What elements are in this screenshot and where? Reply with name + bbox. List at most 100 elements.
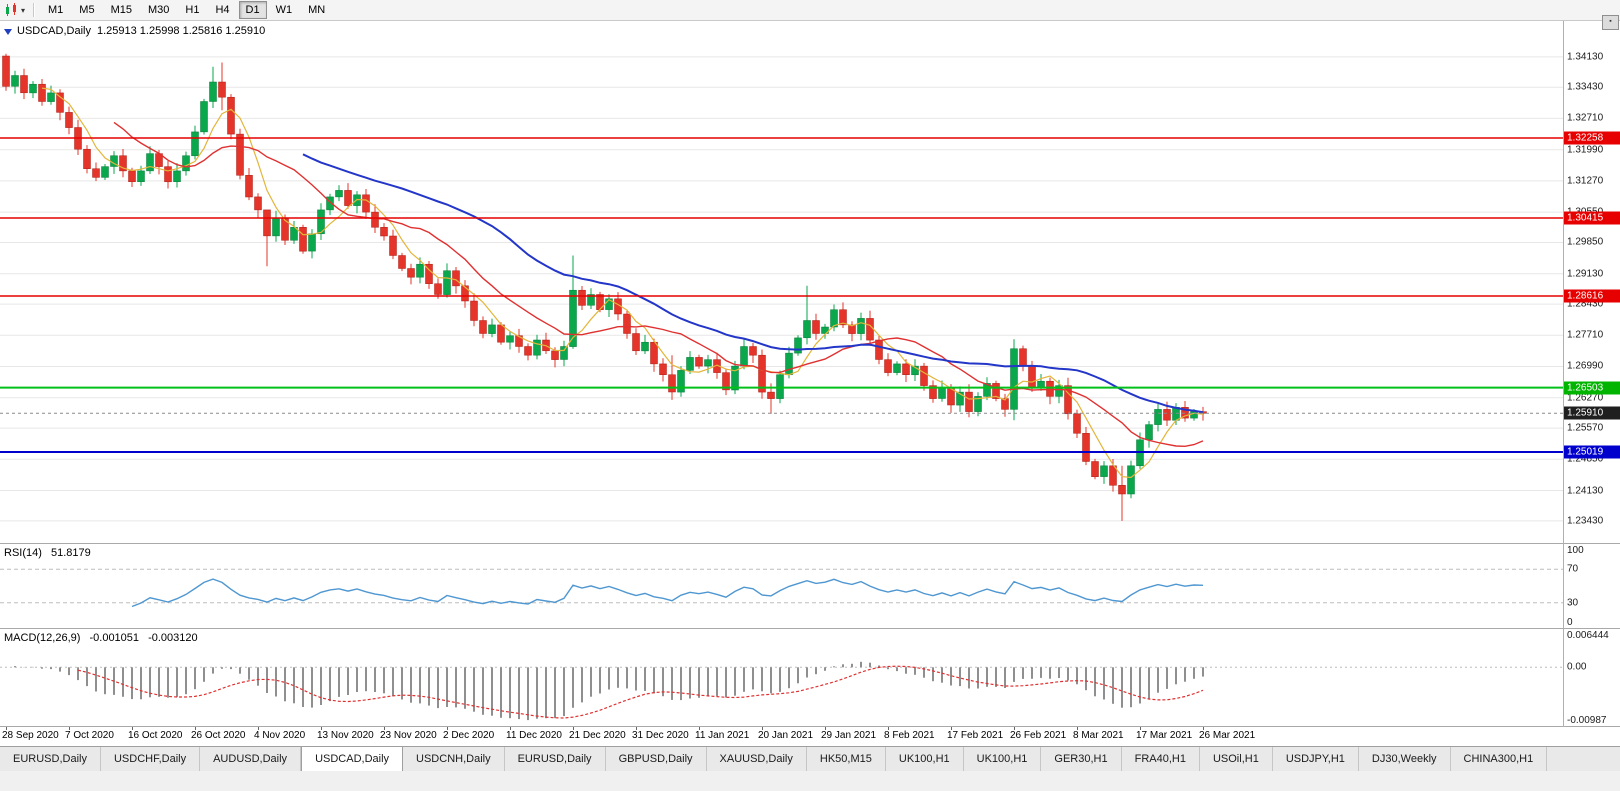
timeframe-button-w1[interactable]: W1: [275, 4, 293, 16]
chart-tab-usdchf-daily[interactable]: USDCHF,Daily: [101, 747, 201, 771]
price-axis-label: 1.28430: [1567, 298, 1604, 310]
candle-body: [794, 337, 802, 354]
candle-body: [740, 346, 748, 367]
candle-body: [488, 324, 496, 334]
candle-body: [20, 75, 28, 94]
date-axis-tick: [636, 727, 637, 730]
rsi-label: RSI(14) 51.8179: [4, 547, 91, 559]
candle-body: [992, 383, 1000, 399]
macd-signal-line: [77, 665, 1204, 719]
macd-plot[interactable]: [0, 629, 1563, 726]
moving-average-line: [41, 87, 1204, 479]
timeframe-button-mn[interactable]: MN: [308, 4, 326, 16]
chart-tab-usdjpy-h1[interactable]: USDJPY,H1: [1273, 747, 1359, 771]
pane-separator[interactable]: [0, 543, 1620, 544]
candle-body: [209, 81, 217, 102]
candle-body: [416, 263, 424, 278]
candle-body: [677, 370, 685, 393]
chart-tab-gbpusd-daily[interactable]: GBPUSD,Daily: [606, 747, 707, 771]
date-axis-label: 20 Jan 2021: [758, 730, 814, 741]
date-axis-label: 26 Mar 2021: [1199, 730, 1256, 741]
chart-tab-fra40-h1[interactable]: FRA40,H1: [1122, 747, 1200, 771]
candle-body: [65, 112, 73, 128]
symbol-dropdown-icon[interactable]: [4, 28, 12, 35]
candle-body: [1046, 380, 1054, 397]
timeframe-button-m5[interactable]: M5: [79, 4, 95, 16]
date-axis-tick: [447, 727, 448, 730]
price-axis-label: 1.24850: [1567, 453, 1604, 465]
candle-body: [1010, 348, 1018, 410]
date-axis-label: 7 Oct 2020: [65, 730, 114, 741]
rsi-line: [131, 578, 1204, 608]
candle-body: [101, 166, 109, 178]
date-axis-label: 17 Feb 2021: [947, 730, 1004, 741]
chart-tab-usdcnh-daily[interactable]: USDCNH,Daily: [403, 747, 505, 771]
current-price-badge: 1.25910: [1564, 406, 1620, 420]
price-axis-label: 1.26990: [1567, 360, 1604, 372]
timeframe-button-h4[interactable]: H4: [215, 4, 230, 16]
chart-tab-audusd-daily[interactable]: AUDUSD,Daily: [200, 747, 302, 771]
chart-tab-hk50-m15[interactable]: HK50,M15: [807, 747, 886, 771]
chart-tab-usdcad-daily[interactable]: USDCAD,Daily: [301, 747, 404, 771]
candle-body: [164, 166, 172, 183]
candle-body: [803, 320, 811, 339]
candle-body: [632, 333, 640, 352]
price-axis-label: 1.26270: [1567, 392, 1604, 404]
candle-body: [83, 148, 91, 169]
rsi-title: RSI(14): [4, 547, 42, 559]
candle-body: [929, 385, 937, 399]
date-axis-tick: [321, 727, 322, 730]
chart-tab-china300-h1[interactable]: CHINA300,H1: [1451, 747, 1548, 771]
chart-tab-usoil-h1[interactable]: USOil,H1: [1200, 747, 1273, 771]
chart-type-button[interactable]: ▾: [4, 2, 25, 18]
price-axis-label: 1.31270: [1567, 175, 1604, 187]
candle-body: [245, 175, 253, 198]
date-axis-tick: [132, 727, 133, 730]
candle-body: [1073, 413, 1081, 434]
price-axis-border: [1563, 20, 1564, 727]
candle-body: [335, 190, 343, 198]
candle-body: [695, 357, 703, 367]
timeframe-toolbar: ▾ M1 M5 M15 M30 H1 H4 D1 W1 MN: [0, 0, 1620, 21]
candle-body: [29, 83, 37, 94]
rsi-axis-label: 0: [1567, 617, 1573, 628]
date-axis-label: 11 Jan 2021: [695, 730, 750, 741]
price-chart-plot[interactable]: [0, 20, 1563, 543]
date-axis-label: 17 Mar 2021: [1136, 730, 1193, 741]
pane-separator[interactable]: [0, 628, 1620, 629]
chart-tab-xauusd-daily[interactable]: XAUUSD,Daily: [707, 747, 807, 771]
candle-body: [479, 320, 487, 334]
price-level-badge: 1.28616: [1564, 289, 1620, 303]
candle-body: [641, 341, 649, 352]
timeframe-button-h1[interactable]: H1: [185, 4, 200, 16]
chart-tab-ger30-h1[interactable]: GER30,H1: [1041, 747, 1122, 771]
timeframe-button-m1[interactable]: M1: [48, 4, 64, 16]
candle-body: [839, 309, 847, 326]
candle-body: [452, 270, 460, 287]
chart-tab-dj30-weekly[interactable]: DJ30,Weekly: [1359, 747, 1451, 771]
date-axis-tick: [69, 727, 70, 730]
chart-tab-uk100-h1[interactable]: UK100,H1: [886, 747, 964, 771]
price-axis-label: 1.25570: [1567, 422, 1604, 434]
chart-panel-button[interactable]: ▪: [1602, 15, 1619, 30]
chart-tab-eurusd-daily[interactable]: EURUSD,Daily: [0, 747, 101, 771]
chart-tab-eurusd-daily[interactable]: EURUSD,Daily: [505, 747, 606, 771]
candle-body: [965, 391, 973, 412]
chart-title: USDCAD,Daily 1.25913 1.25998 1.25816 1.2…: [4, 25, 265, 37]
candle-body: [920, 365, 928, 386]
candle-body: [659, 363, 667, 375]
candle-body: [533, 339, 541, 356]
date-axis-label: 11 Dec 2020: [506, 730, 562, 741]
candle-body: [182, 155, 190, 172]
timeframe-button-m15[interactable]: M15: [110, 4, 132, 16]
rsi-axis-label: 30: [1567, 597, 1579, 609]
candle-body: [938, 387, 946, 399]
candle-body: [1055, 385, 1063, 397]
moving-average-line: [302, 153, 1204, 414]
rsi-plot[interactable]: [0, 544, 1563, 628]
candle-body: [389, 235, 397, 256]
date-axis-label: 31 Dec 2020: [632, 730, 689, 741]
chart-tab-uk100-h1[interactable]: UK100,H1: [964, 747, 1042, 771]
timeframe-button-d1[interactable]: D1: [238, 1, 267, 19]
timeframe-button-m30[interactable]: M30: [147, 4, 170, 16]
